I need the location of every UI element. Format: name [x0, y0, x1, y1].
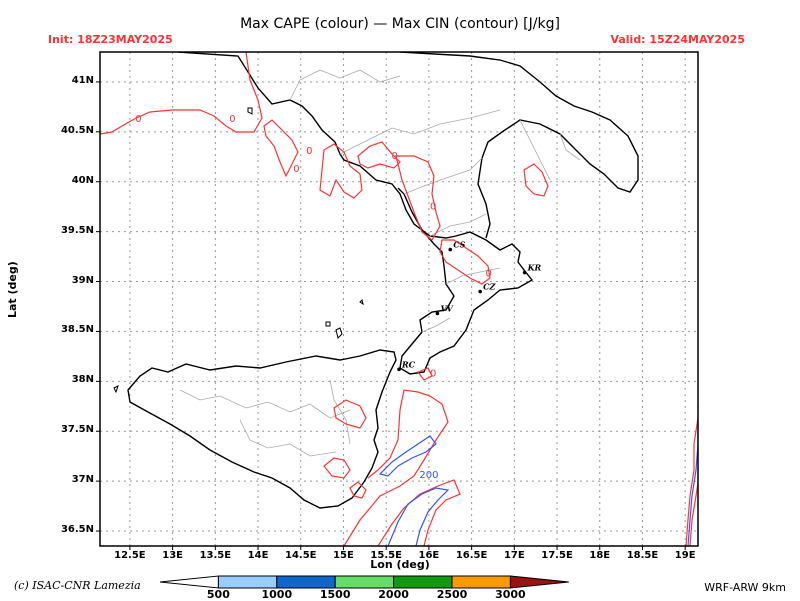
coastline-sicily	[127, 349, 397, 509]
city-label: VV	[440, 303, 453, 313]
lat-tick-label: 37.5N	[60, 424, 94, 436]
city-marker	[435, 311, 440, 316]
city-label: KR	[527, 263, 542, 273]
colorbar-segment	[159, 575, 219, 589]
contour-label: 0	[392, 151, 398, 162]
lat-tick-label: 41N	[71, 74, 94, 86]
city-marker	[448, 247, 453, 252]
island-salina	[325, 321, 331, 327]
lon-tick-label: 17.5E	[541, 550, 573, 561]
contour-label: 0	[306, 146, 312, 157]
contour-label: 0	[430, 368, 436, 379]
lon-tick-label: 16.5E	[455, 550, 488, 561]
colorbar-segment	[393, 575, 453, 589]
graticule-grid	[100, 52, 698, 546]
x-axis-label: Lon (deg)	[370, 558, 430, 571]
model-label: WRF-ARW 9km	[704, 581, 786, 594]
colorbar-label: 500	[206, 588, 230, 601]
contour-label: 200	[419, 470, 438, 481]
lon-tick-label: 16E	[418, 550, 440, 561]
island-stromboli	[359, 299, 364, 306]
coastline-puglia	[399, 52, 639, 239]
lon-tick-label: 17E	[503, 550, 525, 561]
coastline-peninsula	[177, 52, 534, 375]
lon-tick-label: 15E	[333, 550, 354, 561]
colorbar-segment	[276, 575, 336, 589]
colorbar-label: 1500	[319, 588, 351, 601]
colorbar-label: 3000	[495, 588, 526, 601]
cities-layer: CS KR CZ VV RC	[397, 240, 542, 372]
colorbar-label: 2000	[378, 588, 409, 601]
cin-contours-0	[100, 52, 698, 546]
colorbar-segment	[509, 575, 569, 589]
city-label: CS	[453, 240, 465, 250]
colorbar-segment	[451, 575, 511, 589]
lat-tick-label: 38N	[71, 374, 94, 386]
lat-tick-label: 40N	[71, 174, 94, 186]
lon-tick-label: 18.5E	[626, 550, 659, 561]
credit-text: (c) ISAC-CNR Lamezia	[14, 579, 141, 592]
lat-tick-label: 38.5N	[60, 324, 94, 336]
contour-label: 0	[229, 114, 235, 125]
y-axis-label: Lat (deg)	[6, 261, 19, 318]
island-favignana	[113, 385, 119, 394]
lon-tick-label: 12.5E	[114, 550, 146, 561]
city-label: CZ	[483, 282, 496, 292]
lat-tick-label: 39N	[71, 274, 94, 286]
cin-contours-200	[378, 420, 698, 546]
admin-borders	[179, 69, 581, 457]
lat-tick-label: 37N	[71, 474, 94, 486]
lat-tick-label: 39.5N	[60, 224, 94, 236]
lon-tick-label: 13.5E	[199, 550, 232, 561]
lon-tick-label: 14.5E	[284, 550, 317, 561]
lon-tick-label: 15.5E	[370, 550, 402, 561]
lon-tick-label: 18E	[589, 550, 611, 561]
lon-tick-label: 19E	[674, 550, 696, 561]
lon-tick-label: 14E	[247, 550, 269, 561]
lat-tick-label: 40.5N	[60, 124, 94, 136]
contour-label: 0	[293, 164, 299, 175]
city-label: RC	[401, 359, 416, 369]
colorbar-label: 2500	[436, 588, 468, 601]
contour-label: 0	[486, 269, 492, 280]
colorbar	[159, 575, 569, 589]
colorbar-segment	[217, 575, 278, 589]
island-ustica	[247, 107, 253, 115]
axis-ticks	[96, 81, 686, 550]
contour-label: 0	[430, 202, 436, 213]
colorbar-segment	[334, 575, 395, 589]
lat-tick-label: 36.5N	[60, 524, 94, 536]
lon-tick-label: 13E	[162, 550, 183, 561]
init-time: Init: 18Z23MAY2025	[48, 33, 173, 46]
valid-time: Valid: 15Z24MAY2025	[610, 33, 745, 46]
city-marker	[397, 367, 401, 372]
island-lipari	[335, 327, 343, 339]
map-title: Max CAPE (colour) — Max CIN (contour) [J…	[240, 16, 560, 32]
city-marker	[522, 270, 527, 275]
city-marker	[478, 289, 482, 294]
contour-label: 0	[135, 114, 141, 125]
map-frame	[99, 51, 699, 547]
colorbar-label: 1000	[261, 588, 293, 601]
